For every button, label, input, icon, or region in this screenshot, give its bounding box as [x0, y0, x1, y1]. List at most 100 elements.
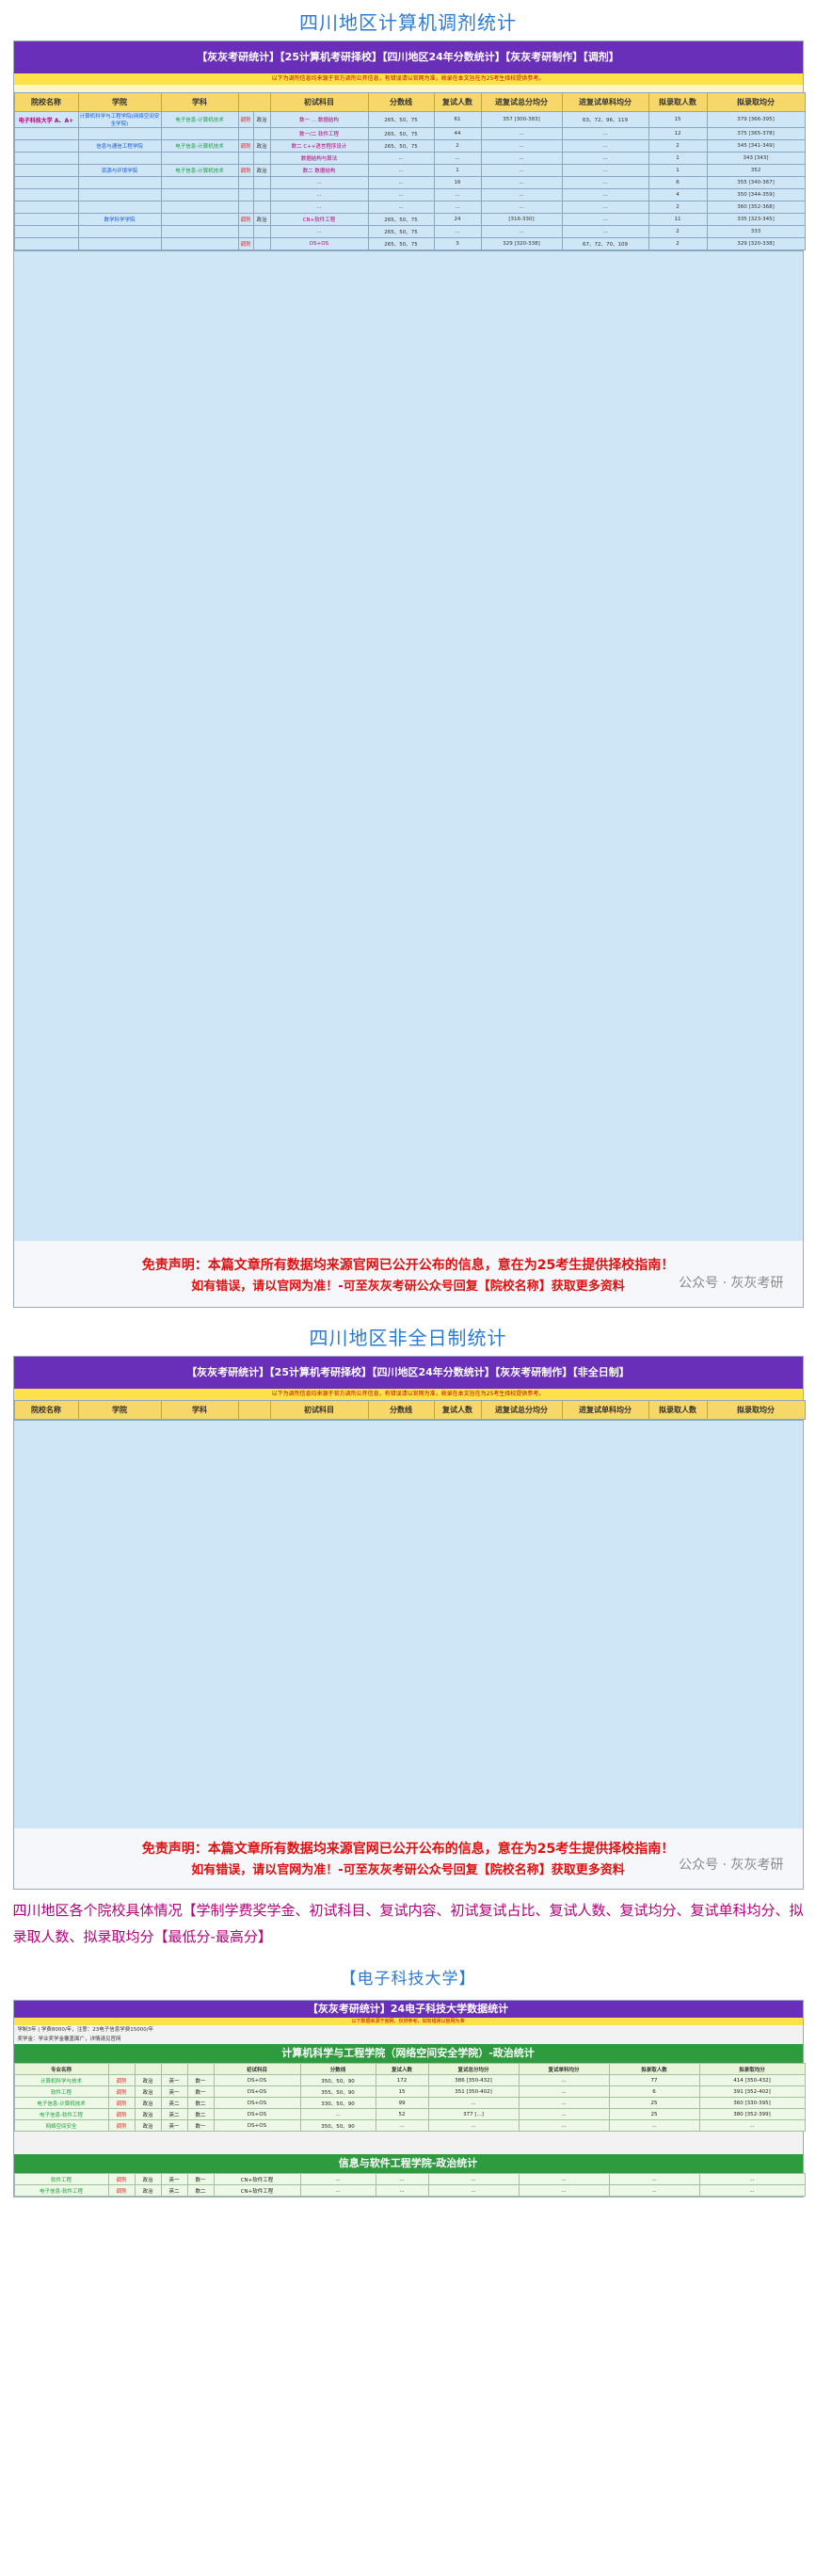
pt-col-school: 学院 — [77, 1400, 162, 1420]
uestc-cell: ... — [299, 2108, 376, 2120]
uestc-cell: 15 — [375, 2085, 429, 2098]
table-header-row: 院校名称 学院 学科 初试科目 分数线 复试人数 进复试总分均分 进复试单科均分… — [13, 92, 806, 112]
uestc-cell: 数一 — [186, 2074, 215, 2086]
admit-avg-cell: 360 [352-368] — [706, 201, 806, 214]
interview-count-cell: 3 — [433, 237, 482, 250]
panel-notice: 以下为调剂信息均来源于官方调剂公开信息，有错误请以官网为准，收录在本文旨在为25… — [13, 73, 803, 85]
line-cell: ... — [367, 152, 435, 165]
admit-count-cell: 15 — [648, 111, 708, 128]
col-admit-count: 拟录取人数 — [648, 92, 708, 112]
parttime-banner: 【灰灰考研统计】【25计算机考研择校】【四川地区24年分数统计】【灰灰考研制作】… — [13, 1357, 803, 1389]
single-avg-cell: 67、72、70、109 — [561, 237, 649, 250]
table-row: 资源与环境学院 电子信息-计算机技术 调剂 政治 数二 数据结构... 1...... 1 3… — [13, 164, 806, 177]
uestc-cell: CN+软件工程 — [213, 2173, 301, 2185]
exam-politics-cell — [252, 127, 271, 140]
interview-count-cell: ... — [433, 152, 482, 165]
school-cell: 计算机科学与工程学院(网络空间安全学院) — [77, 111, 162, 128]
major-cell: 电子信息-计算机技术 — [160, 139, 239, 153]
university-cell — [13, 213, 79, 226]
interview-avg-cell: ... — [480, 164, 563, 177]
type-cell — [237, 152, 254, 165]
uestc-cell: 调剂 — [107, 2184, 136, 2197]
school-cell — [77, 127, 162, 140]
admit-avg-cell: 355 [340-367] — [706, 176, 806, 189]
disclaimer-line-1: 免责声明：本篇文章所有数据均来源官网已公开公布的信息，意在为25考生提供择校指南… — [141, 1258, 675, 1273]
major-cell — [160, 188, 239, 201]
exam-politics-cell — [252, 152, 271, 165]
exam-politics-cell — [252, 225, 271, 238]
major-cell — [160, 176, 239, 189]
admit-count-cell: 1 — [648, 152, 708, 165]
uestc-cell: ... — [698, 2119, 806, 2132]
uestc-cell: 数二 — [186, 2097, 215, 2109]
line-cell: ... — [367, 201, 435, 214]
col-line: 分数线 — [367, 92, 435, 112]
single-avg-cell: 63、72、96、119 — [561, 111, 649, 128]
major-cell: 电子信息-计算机技术 — [160, 164, 239, 177]
uestc-cell: 调剂 — [107, 2097, 136, 2109]
uestc-cell: 电子信息-软件工程 — [13, 2108, 109, 2120]
uestc-extra-info — [13, 2132, 803, 2154]
exam-politics-cell — [252, 201, 271, 214]
interview-count-cell: 16 — [433, 176, 482, 189]
section-title-parttime: 四川地区非全日制统计 — [309, 1327, 507, 1349]
exam-politics-cell — [252, 176, 271, 189]
interview-count-cell: 61 — [433, 111, 482, 128]
col-type — [237, 92, 271, 112]
exam-politics-cell: 政治 — [252, 213, 271, 226]
uestc-head-sw: 信息与软件工程学院-政治统计 — [13, 2154, 803, 2173]
adjustment-table-continuation — [13, 250, 803, 1241]
uestc-cell: ... — [518, 2097, 610, 2109]
uestc-cell: 数二 — [186, 2108, 215, 2120]
uestc-cell: 英一 — [160, 2085, 188, 2098]
uestc-cell: ... — [608, 2173, 700, 2185]
interview-avg-cell: ... — [480, 127, 563, 140]
adjustment-panel: 【灰灰考研统计】【25计算机考研择校】【四川地区24年分数统计】【灰灰考研制作】… — [12, 40, 806, 1308]
pt-col-single-avg: 进复试单科均分 — [561, 1400, 649, 1420]
uestc-cell: ... — [518, 2119, 610, 2132]
uestc-table-cse: 专业名称 初试科目 分数线 复试人数 复试总分均分 复试单科均分 拟录取人数 拟录取均分 计算… — [13, 2063, 806, 2132]
uestc-cell: ... — [427, 2173, 520, 2185]
pt-col-admit-count: 拟录取人数 — [648, 1400, 708, 1420]
major-cell — [160, 152, 239, 165]
interview-avg-cell: ... — [480, 201, 563, 214]
interview-avg-cell: ... — [480, 225, 563, 238]
uestc-cell: ... — [518, 2108, 610, 2120]
admit-avg-cell: 335 [323-345] — [706, 213, 806, 226]
uestc-cell: 数一 — [186, 2085, 215, 2098]
subjects-cell: 数二 C++语言程序设计 — [269, 139, 369, 153]
table-row: 信息与通信工程学院 电子信息-计算机技术 调剂 政治 数二 C++语言程序设计 265、5… — [13, 139, 806, 153]
school-cell — [77, 201, 162, 214]
uestc-head-cse: 计算机科学与工程学院（网络空间安全学院）-政治统计 — [13, 2044, 803, 2063]
school-cell — [77, 188, 162, 201]
interview-avg-cell: 329 [320-338] — [480, 237, 563, 250]
admit-avg-cell: 352 — [706, 164, 806, 177]
uestc-cell: 350、50、90 — [299, 2119, 376, 2132]
uestc-cell: 377 [...] — [427, 2108, 520, 2120]
major-cell: 电子信息-计算机技术 — [160, 111, 239, 128]
major-cell — [160, 213, 239, 226]
admit-count-cell: 4 — [648, 188, 708, 201]
col-admit-avg: 拟录取均分 — [706, 92, 806, 112]
uestc-cell: 政治 — [134, 2184, 162, 2197]
type-cell: 调剂 — [237, 237, 254, 250]
uestc-info-1: 学制3年 | 学费8000/年，注意：23电子信息学费15000/年 — [13, 2025, 803, 2035]
uestc-cell: 414 [350-432] — [698, 2074, 806, 2086]
uestc-table-row: 电子信息-软件工程 调剂 政治 英二 数二 CN+软件工程................… — [13, 2184, 806, 2197]
uestc-cell: ... — [608, 2119, 700, 2132]
school-cell — [77, 237, 162, 250]
uestc-cell: DS+OS — [213, 2108, 301, 2120]
uestc-cell: ... — [518, 2085, 610, 2098]
subjects-cell: 数一/二 软件工程 — [269, 127, 369, 140]
uestc-col: 拟录取均分 — [698, 2063, 806, 2075]
uestc-table-row: 软件工程 调剂 政治 英一 数一 DS+OS 355、50、90 15 351 [350-402… — [13, 2085, 806, 2098]
admit-avg-cell: 379 [366-395] — [706, 111, 806, 128]
type-cell: 调剂 — [237, 139, 254, 153]
parttime-table-body — [13, 1420, 803, 1828]
major-cell — [160, 201, 239, 214]
university-cell — [13, 139, 79, 153]
table-row: ...... 16...... 6 355 [340-367] — [13, 176, 806, 189]
interview-avg-cell: 357 [300-383] — [480, 111, 563, 128]
uestc-cell: 英二 — [160, 2184, 188, 2197]
pt-col-line: 分数线 — [367, 1400, 435, 1420]
